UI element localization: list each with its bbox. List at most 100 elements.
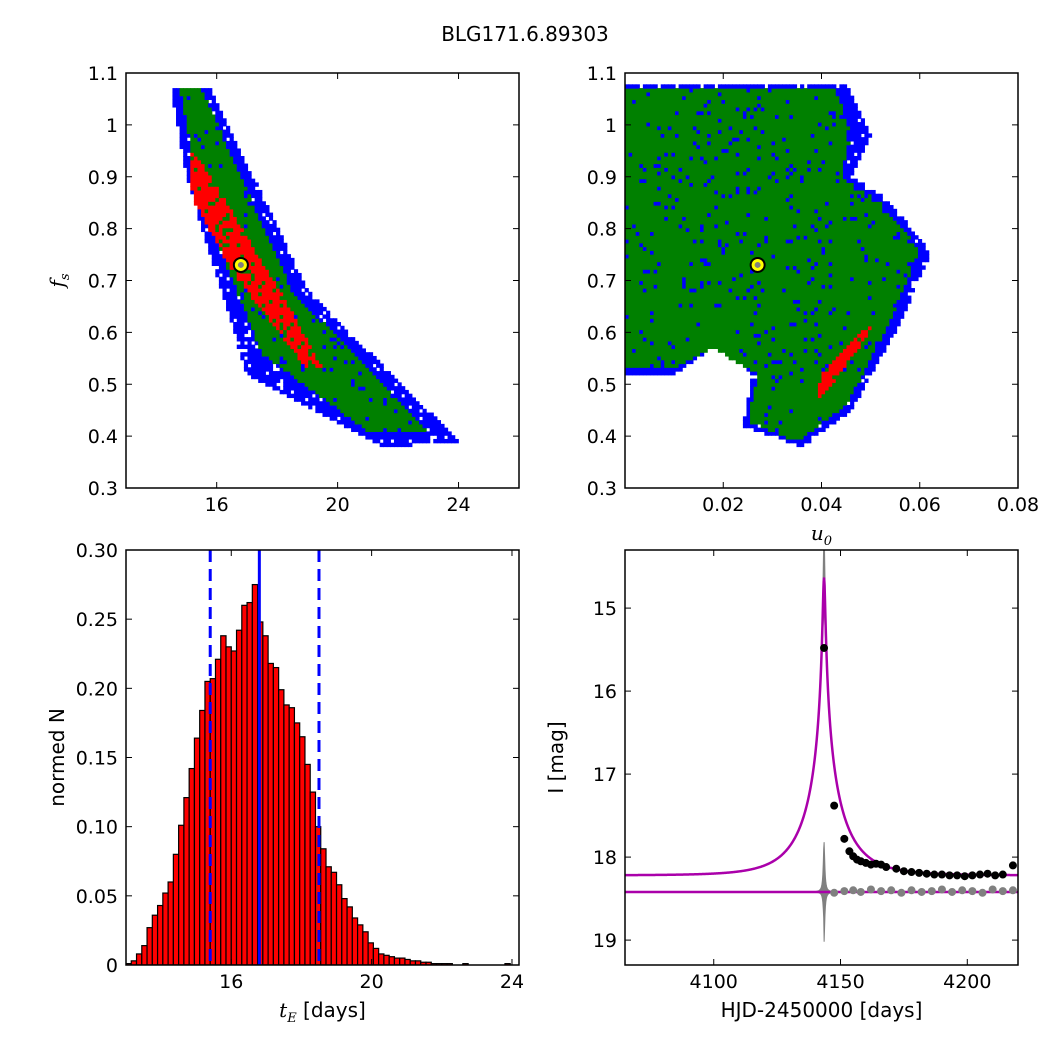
heatmap-cell-middle (653, 223, 658, 229)
heatmap-cell-middle (311, 367, 316, 372)
heatmap-cell-inner (208, 178, 213, 184)
heatmap-cell-middle (243, 306, 249, 312)
heatmap-cell-inner (290, 325, 295, 331)
heatmap-cell-middle (632, 284, 637, 289)
heatmap-cell-outer (261, 223, 266, 229)
heatmap-cell-inner (308, 352, 313, 357)
heatmap-cell-middle (750, 182, 755, 187)
heatmap-cell-middle (685, 205, 690, 210)
heatmap-cell-middle (703, 137, 708, 142)
heatmap-cell-middle (276, 272, 281, 278)
heatmap-cell-middle (639, 310, 644, 316)
heatmap-cell-middle (628, 254, 633, 259)
heatmap-cell-outer (308, 299, 313, 304)
heatmap-cell-inner (283, 310, 288, 316)
heatmap-cell-middle (639, 276, 644, 282)
heatmap-cell-middle (186, 125, 191, 131)
heatmap-cell-middle (642, 118, 648, 123)
heatmap-cell-middle (215, 152, 220, 157)
heatmap-cell-outer (358, 355, 363, 361)
heatmap-cell-middle (725, 91, 730, 97)
heatmap-cell-outer (340, 333, 345, 338)
heatmap-cell-middle (401, 408, 406, 414)
heatmap-cell-middle (268, 329, 274, 334)
heatmap-cell-inner (233, 269, 238, 274)
heatmap-cell-outer (365, 435, 370, 440)
heatmap-cell-middle (750, 310, 755, 316)
heatmap-cell-middle (642, 148, 648, 153)
heatmap-cell-inner (233, 235, 238, 240)
heatmap-cell-middle (632, 329, 637, 334)
heatmap-cell-outer (293, 386, 299, 391)
heatmap-cell-middle (653, 250, 658, 255)
heatmap-cell-middle (689, 163, 694, 168)
heatmap-cell-middle (268, 322, 274, 327)
heatmap-cell-middle (642, 280, 648, 285)
heatmap-cell-middle (750, 363, 755, 368)
heatmap-cell-middle (650, 329, 655, 334)
heatmap-cell-middle (742, 337, 748, 342)
heatmap-cell-middle (714, 114, 719, 119)
heatmap-cell-middle (642, 201, 648, 206)
heatmap-cell-middle (664, 280, 669, 285)
heatmap-cell-middle (739, 152, 744, 157)
heatmap-cell-inner (226, 227, 231, 233)
heatmap-cell-middle (689, 201, 694, 206)
heatmap-cell-middle (657, 114, 662, 119)
heatmap-cell-outer (429, 427, 434, 433)
heatmap-cell-inner (215, 205, 220, 210)
heatmap-cell-middle (653, 239, 658, 244)
heatmap-cell-middle (204, 99, 209, 104)
heatmap-cell-middle (682, 280, 687, 285)
heatmap-cell-middle (376, 405, 381, 410)
heatmap-cell-middle (336, 363, 341, 368)
heatmap-cell-middle (703, 156, 708, 161)
heatmap-cell-middle (311, 318, 316, 323)
heatmap-cell-middle (682, 106, 687, 112)
heatmap-cell-middle (276, 355, 281, 361)
heatmap-cell-middle (692, 167, 698, 172)
x-tick-label: 20 (326, 494, 350, 516)
heatmap-cell-middle (361, 397, 366, 402)
heatmap-cell-middle (625, 216, 630, 221)
heatmap-cell-middle (675, 284, 680, 289)
heatmap-cell-middle (201, 159, 206, 165)
heatmap-cell-middle (721, 171, 726, 176)
heatmap-cell-middle (336, 359, 341, 365)
heatmap-cell-inner (197, 197, 202, 202)
heatmap-cell-middle (753, 348, 758, 353)
heatmap-cell-middle (660, 284, 665, 289)
heatmap-cell-middle (297, 371, 302, 376)
heatmap-cell-middle (750, 103, 755, 108)
heatmap-cell-inner (197, 205, 202, 210)
heatmap-cell-middle (700, 344, 705, 350)
heatmap-cell-middle (326, 344, 331, 350)
heatmap-cell-inner (247, 269, 252, 274)
heatmap-cell-middle (218, 163, 224, 168)
heatmap-cell-middle (703, 322, 708, 327)
heatmap-cell-outer (322, 412, 327, 417)
heatmap-cell-middle (218, 133, 224, 138)
heatmap-cell-middle (664, 310, 669, 316)
heatmap-cell-middle (685, 269, 690, 274)
heatmap-cell-middle (739, 171, 744, 176)
heatmap-cell-middle (721, 148, 726, 153)
heatmap-cell-outer (179, 110, 184, 116)
heatmap-cell-middle (728, 269, 733, 274)
heatmap-cell-middle (725, 216, 730, 221)
heatmap-cell-middle (678, 159, 683, 165)
heatmap-cell-middle (625, 250, 630, 255)
heatmap-cell-outer (315, 303, 320, 308)
heatmap-cell-middle (739, 337, 744, 342)
heatmap-cell-middle (682, 201, 687, 206)
heatmap-cell-outer (183, 156, 188, 161)
heatmap-cell-inner (297, 337, 302, 342)
heatmap-cell-middle (739, 99, 744, 104)
heatmap-cell-middle (725, 125, 730, 131)
heatmap-cell-outer (226, 133, 231, 138)
heatmap-cell-middle (746, 254, 751, 259)
heatmap-cell-middle (222, 152, 227, 157)
heatmap-cell-middle (742, 201, 748, 206)
heatmap-cell-middle (732, 182, 737, 187)
heatmap-cell-middle (208, 125, 213, 131)
